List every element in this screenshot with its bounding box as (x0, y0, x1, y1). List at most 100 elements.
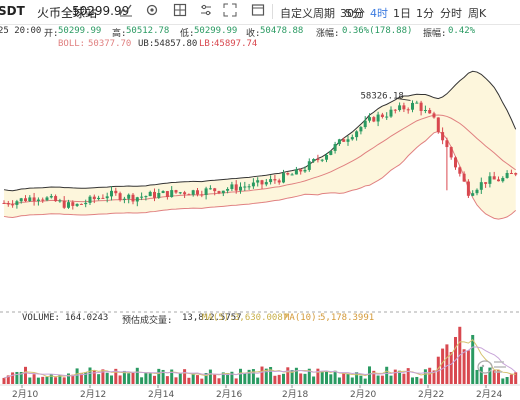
volume-ma10-line (3, 346, 517, 379)
candle-body (303, 169, 307, 172)
candle-body (118, 193, 122, 200)
boll-upper-line (3, 70, 517, 192)
volume-bar (277, 374, 281, 384)
volume-bar (122, 370, 126, 384)
volume-bar (196, 375, 199, 384)
high-value: 50512.78 (126, 26, 170, 36)
period-weekly[interactable]: 周K (468, 7, 487, 20)
candle-body (428, 110, 432, 114)
volume-bar (363, 378, 367, 384)
volume-bar (88, 367, 92, 384)
candle-body (251, 182, 255, 187)
volume-bar (303, 373, 307, 384)
candle-body (217, 191, 221, 194)
volume-bar (415, 376, 419, 384)
exchange-name[interactable]: 火币全球站 (37, 6, 98, 20)
volume-bar (148, 373, 152, 384)
volume-label: VOLUME: (22, 313, 60, 323)
volume-bar (187, 377, 191, 384)
volume-bar (161, 369, 165, 384)
candle-body (101, 197, 105, 199)
volume-bar (449, 352, 453, 384)
candle-body (221, 190, 225, 194)
candle-body (114, 190, 118, 194)
volume-bar (273, 375, 277, 384)
x-tick-label: 2月14 (148, 389, 174, 400)
boll-mid-label: BOLL: (58, 39, 86, 49)
window-icon[interactable] (250, 3, 266, 19)
candle-body (62, 200, 66, 208)
candle-body (28, 197, 32, 202)
period-1d[interactable]: 1日 (393, 7, 411, 20)
period-timeline[interactable]: 分时 (440, 7, 462, 20)
candle-body (239, 186, 242, 191)
volume-bar (299, 373, 303, 384)
volume-bar (92, 370, 96, 384)
gear-icon[interactable] (144, 3, 160, 19)
candle-body (376, 114, 380, 122)
amplitude-label: 振幅: (423, 29, 447, 39)
candle-body (299, 169, 303, 172)
volume-bar (359, 375, 363, 384)
candle-body (15, 201, 19, 205)
volume-bar (368, 366, 371, 384)
volume-bar (505, 377, 509, 384)
candle-body (436, 117, 440, 133)
volume-bar (320, 371, 324, 384)
candle-body (432, 113, 436, 118)
period-4h[interactable]: 4时 (370, 7, 388, 20)
period-1m[interactable]: 1分 (416, 7, 434, 20)
volume-bar (445, 344, 449, 384)
grid-icon[interactable] (172, 3, 188, 19)
open-label: 开: (44, 29, 59, 39)
candle-body (131, 194, 135, 202)
candle-body (243, 186, 247, 188)
candle-body (58, 200, 62, 202)
volume-bar (325, 371, 328, 384)
volume-bar (419, 378, 423, 384)
volume-bar (204, 372, 208, 384)
volume-bar (234, 378, 238, 384)
volume-bar (41, 376, 45, 384)
candle-body (333, 144, 337, 151)
chart-line-icon[interactable] (118, 3, 134, 19)
candle-body (398, 105, 402, 111)
amount-value: 13,812.5757 (182, 313, 242, 323)
candle-body (286, 173, 290, 175)
candle-body (230, 184, 234, 189)
amount-label: 预估成交量: (122, 316, 173, 326)
volume-bar (380, 375, 384, 384)
change-value: 0.36%(178.88) (342, 26, 413, 36)
volume-bar (243, 373, 247, 384)
volume-bar (200, 378, 204, 384)
volume-bar (398, 370, 402, 384)
volume-bar (337, 377, 341, 384)
volume-bar (110, 375, 113, 384)
volume-bar (441, 348, 445, 384)
candle-body (484, 182, 488, 184)
candle-body (342, 139, 346, 142)
period-30m[interactable]: 30分 (340, 7, 365, 20)
candle-body (174, 190, 178, 193)
candle-body (157, 192, 161, 198)
candle-body (140, 196, 144, 198)
ma10-value: 5,178.3991 (320, 313, 375, 323)
settings-icon[interactable] (198, 3, 214, 19)
volume-bar (316, 368, 320, 384)
candle-body (247, 186, 251, 188)
candle-body (67, 202, 70, 208)
volume-bar (230, 371, 234, 384)
volume-bar (462, 349, 466, 384)
candle-body (148, 191, 152, 197)
candle-body (269, 179, 273, 183)
candle-body (415, 102, 419, 104)
candle-body (393, 109, 397, 111)
candle-body (389, 109, 393, 117)
volume-bar (221, 372, 225, 384)
indicator-period-menu[interactable]: 自定义周期 (280, 7, 335, 20)
candle-body (419, 102, 423, 111)
candle-body (200, 194, 204, 196)
fullscreen-icon[interactable] (222, 3, 238, 19)
period-5m[interactable]: 5分 (345, 7, 363, 20)
